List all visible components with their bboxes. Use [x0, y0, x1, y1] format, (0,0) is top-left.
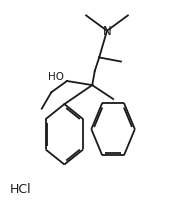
Text: N: N — [103, 25, 111, 38]
Text: HO: HO — [48, 72, 64, 81]
Text: HCl: HCl — [10, 182, 32, 195]
